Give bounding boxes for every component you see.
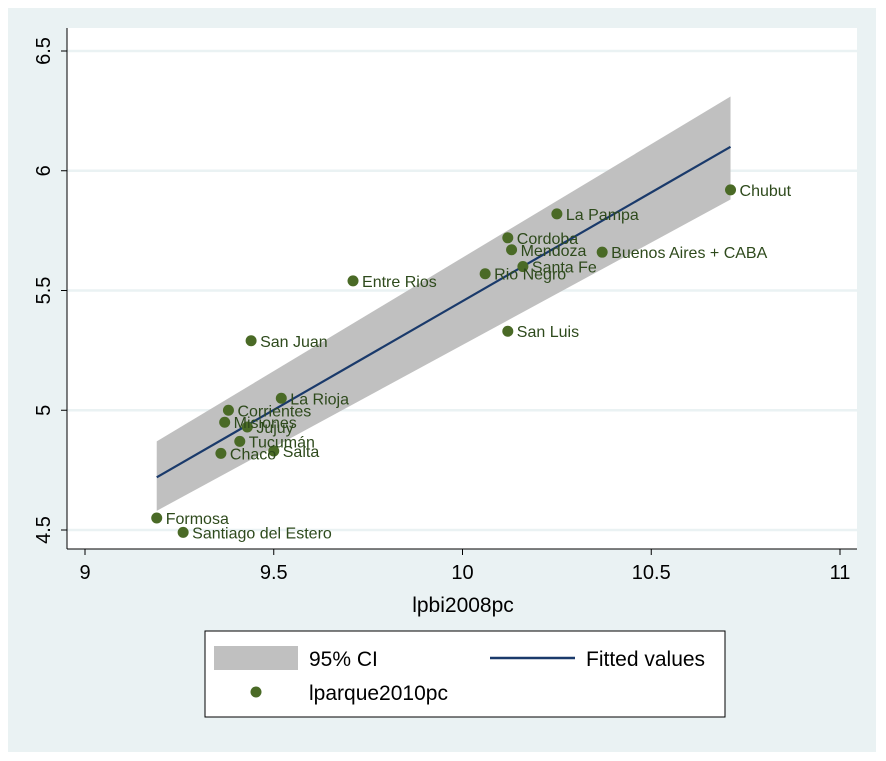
data-point <box>177 526 189 538</box>
point-label: Formosa <box>166 511 229 528</box>
data-point <box>347 275 359 287</box>
data-point <box>245 335 257 347</box>
data-point <box>234 435 246 447</box>
fitted-line-layer <box>156 145 732 479</box>
x-axis-title: lpbi2008pc <box>412 594 514 617</box>
ci-band <box>156 96 731 511</box>
point-label: Santiago del Estero <box>192 525 332 542</box>
legend-ci-swatch <box>214 646 298 670</box>
y-tick-label: 5.5 <box>33 277 55 305</box>
x-tick-label: 9.5 <box>260 562 288 584</box>
point-label: Tucumán <box>249 434 315 451</box>
point-label: Santa Fe <box>532 260 597 277</box>
data-point <box>241 421 253 433</box>
x-tick-label: 9 <box>79 562 90 584</box>
legend-ci-label: 95% CI <box>309 648 378 671</box>
data-point <box>215 447 227 459</box>
data-point <box>275 392 287 404</box>
fitted-line <box>156 145 732 479</box>
x-tick-label: 10.5 <box>632 562 671 584</box>
data-point <box>151 512 163 524</box>
point-label: La Rioja <box>290 391 349 408</box>
point-label: Chaco <box>230 446 276 463</box>
point-label: Chubut <box>740 183 792 200</box>
data-point <box>725 184 737 196</box>
point-label: Salta <box>283 444 320 461</box>
point-label: La Pampa <box>566 207 639 224</box>
ci-band-layer <box>156 96 731 511</box>
data-point <box>268 445 280 457</box>
legend: 95% CI Fitted values lparque2010pc <box>204 630 726 718</box>
legend-fit-label: Fitted values <box>586 648 705 671</box>
point-label: Buenos Aires + CABA <box>611 245 767 262</box>
y-tick-label: 4.5 <box>33 516 55 544</box>
y-tick-label: 5 <box>33 405 55 416</box>
points-layer <box>151 184 737 538</box>
data-point <box>517 261 529 273</box>
point-label: Jujuy <box>256 420 293 437</box>
axes: 4.5 5 5.5 6 6.5 9 9.5 10 10.5 11 <box>33 28 857 584</box>
data-point <box>479 268 491 280</box>
x-tick-label: 10 <box>451 562 473 584</box>
data-point <box>596 246 608 258</box>
point-label: Cordoba <box>517 231 578 248</box>
point-label: Entre Rios <box>362 274 437 291</box>
legend-box <box>204 630 726 718</box>
data-point <box>506 244 518 256</box>
x-tick-label: 11 <box>830 562 851 584</box>
point-label: Rio Negro <box>494 267 566 284</box>
data-point <box>502 325 514 337</box>
data-point <box>222 404 234 416</box>
data-point <box>502 232 514 244</box>
point-label: San Juan <box>260 334 328 351</box>
y-tick-label: 6 <box>33 165 55 176</box>
point-label: Misiones <box>234 415 297 432</box>
data-point <box>551 208 563 220</box>
point-label: San Luis <box>517 324 579 341</box>
point-label: Corrientes <box>237 403 311 420</box>
legend-points-swatch <box>250 686 262 698</box>
point-label: Mendoza <box>521 243 587 260</box>
y-tick-label: 6.5 <box>33 37 55 65</box>
data-point <box>219 416 231 428</box>
legend-points-label: lparque2010pc <box>309 682 448 705</box>
